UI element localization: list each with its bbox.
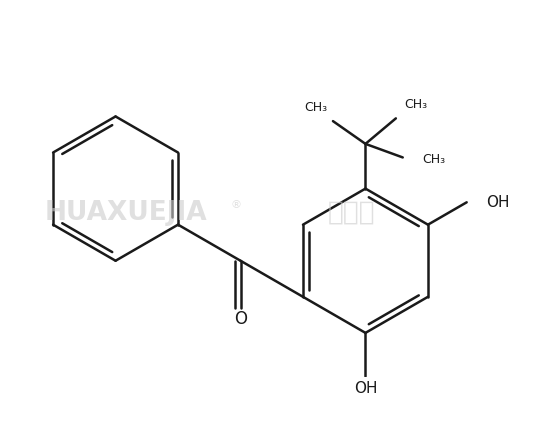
Text: O: O (234, 310, 247, 328)
Text: OH: OH (354, 381, 377, 397)
Text: OH: OH (486, 195, 509, 210)
Text: CH₃: CH₃ (305, 101, 328, 114)
Text: CH₃: CH₃ (404, 98, 427, 111)
Text: ®: ® (230, 200, 241, 210)
Text: CH₃: CH₃ (422, 153, 445, 166)
Text: 化学加: 化学加 (328, 200, 376, 226)
Text: HUAXUEJIA: HUAXUEJIA (44, 200, 207, 226)
